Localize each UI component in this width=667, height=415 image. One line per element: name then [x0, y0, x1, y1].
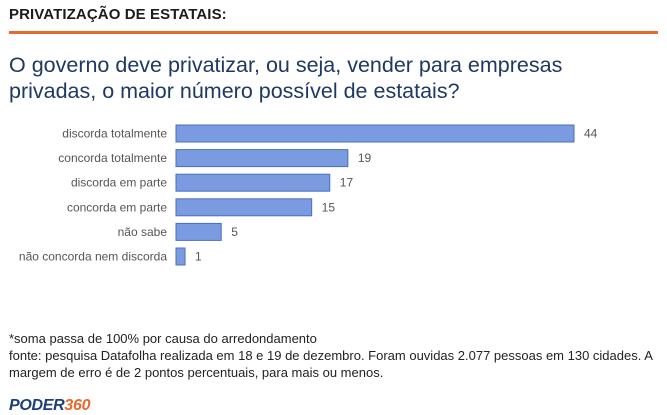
- bar: [175, 124, 575, 143]
- footnote-source: fonte: pesquisa Datafolha realizada em 1…: [9, 348, 653, 380]
- poder360-logo: PODER360: [9, 397, 91, 414]
- footnote: *soma passa de 100% por causa do arredon…: [9, 330, 659, 381]
- header-divider: [9, 31, 658, 34]
- section-header: PRIVATIZAÇÃO DE ESTATAIS:: [9, 6, 227, 23]
- category-label: concorda totalmente: [58, 151, 167, 165]
- value-label: 15: [322, 200, 336, 214]
- bar-chart: discorda totalmente 44 concorda totalmente…: [19, 124, 598, 266]
- bar: [175, 247, 186, 266]
- value-label: 1: [195, 250, 202, 264]
- category-label: discorda totalmente: [62, 127, 167, 141]
- value-label: 44: [584, 127, 598, 141]
- bar: [175, 173, 331, 192]
- value-label: 17: [340, 176, 354, 190]
- footnote-rounding: *soma passa de 100% por causa do arredon…: [9, 331, 317, 346]
- category-label: não concorda nem discorda: [19, 250, 167, 264]
- value-label: 5: [231, 225, 238, 239]
- chart-question: O governo deve privatizar, ou seja, vend…: [9, 53, 563, 103]
- category-label: discorda em parte: [71, 176, 167, 190]
- bar: [175, 198, 313, 217]
- category-label: concorda em parte: [67, 200, 167, 214]
- bar: [175, 222, 222, 241]
- category-label: não sabe: [118, 225, 168, 239]
- bar: [175, 149, 349, 168]
- value-label: 19: [358, 151, 372, 165]
